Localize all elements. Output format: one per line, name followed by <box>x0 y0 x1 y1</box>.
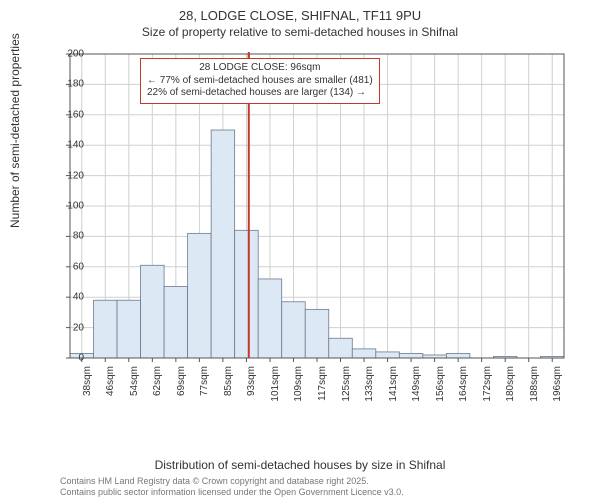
callout-line2: 22% of semi-detached houses are larger (… <box>147 87 373 100</box>
x-tick-label: 196sqm <box>552 366 563 402</box>
chart-title: 28, LODGE CLOSE, SHIFNAL, TF11 9PU <box>0 0 600 23</box>
x-tick-label: 164sqm <box>458 366 469 402</box>
license-line1: Contains HM Land Registry data © Crown c… <box>60 476 404 487</box>
license-line2: Contains public sector information licen… <box>60 487 404 498</box>
x-tick-label: 101sqm <box>270 366 281 402</box>
y-tick-label: 200 <box>67 49 84 60</box>
x-tick-label: 85sqm <box>223 366 234 402</box>
y-tick-label: 0 <box>78 353 84 364</box>
reference-callout: 28 LODGE CLOSE: 96sqm ← 77% of semi-deta… <box>140 58 380 104</box>
x-tick-label: 156sqm <box>435 366 446 402</box>
x-tick-label: 54sqm <box>129 366 140 402</box>
y-tick-label: 80 <box>73 231 84 242</box>
x-tick-label: 62sqm <box>152 366 163 402</box>
x-tick-label: 109sqm <box>293 366 304 402</box>
y-tick-label: 120 <box>67 170 84 181</box>
x-tick-label: 38sqm <box>82 366 93 402</box>
x-tick-label: 46sqm <box>105 366 116 402</box>
x-tick-label: 125sqm <box>341 366 352 402</box>
y-tick-label: 40 <box>73 292 84 303</box>
x-tick-label: 77sqm <box>199 366 210 402</box>
chart-subtitle: Size of property relative to semi-detach… <box>0 23 600 39</box>
x-tick-label: 133sqm <box>364 366 375 402</box>
y-tick-label: 20 <box>73 322 84 333</box>
callout-line1: ← 77% of semi-detached houses are smalle… <box>147 75 373 88</box>
y-tick-label: 160 <box>67 109 84 120</box>
y-tick-label: 100 <box>67 201 84 212</box>
x-tick-label: 180sqm <box>505 366 516 402</box>
y-tick-label: 180 <box>67 79 84 90</box>
x-tick-label: 93sqm <box>246 366 257 402</box>
y-tick-label: 60 <box>73 261 84 272</box>
x-tick-label: 141sqm <box>388 366 399 402</box>
x-tick-label: 188sqm <box>529 366 540 402</box>
y-tick-label: 140 <box>67 140 84 151</box>
x-tick-label: 172sqm <box>482 366 493 402</box>
callout-title: 28 LODGE CLOSE: 96sqm <box>147 62 373 75</box>
license-text: Contains HM Land Registry data © Crown c… <box>60 476 404 498</box>
x-tick-label: 69sqm <box>176 366 187 402</box>
x-tick-label: 117sqm <box>317 366 328 402</box>
y-axis-label: Number of semi-detached properties <box>8 33 22 228</box>
x-tick-label: 149sqm <box>411 366 422 402</box>
x-axis-label: Distribution of semi-detached houses by … <box>0 458 600 472</box>
